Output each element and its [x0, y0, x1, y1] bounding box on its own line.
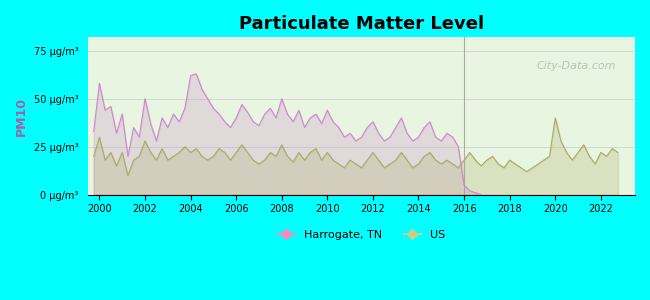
- Y-axis label: PM10: PM10: [15, 97, 28, 136]
- Text: City-Data.com: City-Data.com: [536, 61, 616, 71]
- Legend: Harrogate, TN, US: Harrogate, TN, US: [274, 225, 449, 244]
- Title: Particulate Matter Level: Particulate Matter Level: [239, 15, 484, 33]
